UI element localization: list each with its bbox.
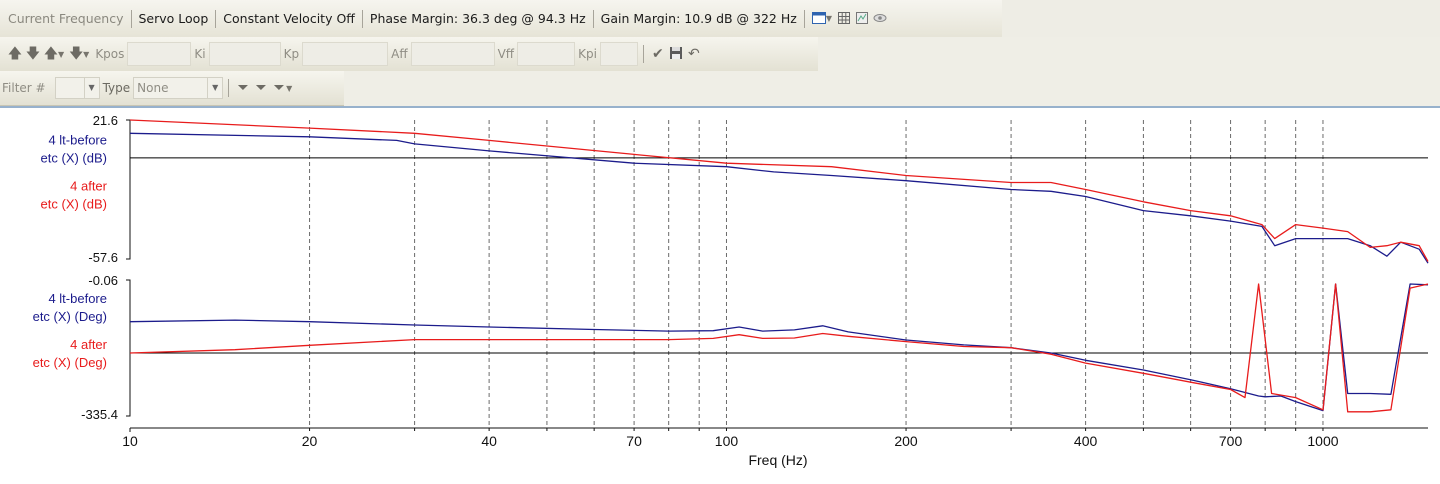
y-tick-bottom-phase: -335.4: [81, 407, 118, 422]
checkmark-icon[interactable]: ✔: [652, 46, 664, 62]
toolbar-filter: Filter # ▼ Type None ▼ ⏷ ⏷ ⏷ ▼: [0, 71, 344, 106]
phase-margin-readout: Phase Margin: 36.3 deg @ 94.3 Hz: [369, 11, 586, 26]
toolbar-spacer: [818, 37, 1440, 72]
series-label: etc (X) (dB): [41, 151, 107, 166]
bode-chart: 21.6 -57.6 4 lt-before etc (X) (dB) 4 after e…: [33, 113, 1429, 468]
x-tick-label: 70: [626, 433, 642, 449]
toolbar-gains: 🡅 🡇 🡅 ▼ 🡇 ▼ Kpos Ki Kp Aff Vff Kpi ✔ ↶: [0, 37, 818, 72]
series-line-magnitude-1: [129, 119, 1429, 262]
constant-velocity-toggle[interactable]: Constant Velocity Off: [223, 11, 355, 26]
y-axis-phase: [126, 279, 131, 417]
aff-label: Aff: [391, 47, 408, 61]
x-tick-label: 20: [302, 433, 318, 449]
grid-icon[interactable]: [835, 10, 853, 28]
x-tick-label: 700: [1219, 433, 1243, 449]
current-frequency-button[interactable]: Current Frequency: [8, 11, 124, 26]
series-label: 4 after: [70, 179, 108, 194]
filter-number-select[interactable]: ▼: [54, 77, 100, 99]
chevron-down-icon: ▼: [207, 78, 222, 98]
y-tick-bottom-magnitude: -57.6: [88, 250, 118, 265]
kp-label: Kp: [283, 47, 300, 61]
kp-input[interactable]: [302, 42, 389, 66]
vff-label: Vff: [497, 47, 515, 61]
ki-label: Ki: [194, 47, 206, 61]
toolbar-spacer: [1002, 0, 1440, 37]
arrow-up-dropdown-icon[interactable]: 🡅: [43, 46, 59, 62]
series-label: etc (X) (Deg): [33, 309, 107, 324]
x-tick-label: 200: [894, 433, 918, 449]
series-label: etc (X) (Deg): [33, 355, 107, 370]
separator: [642, 45, 644, 63]
arrow-up-icon[interactable]: 🡅: [7, 46, 23, 62]
vff-input[interactable]: [517, 42, 576, 66]
arrow-down-dropdown-icon[interactable]: 🡇: [68, 46, 84, 62]
filter-clear-icon[interactable]: ⏷: [255, 80, 267, 96]
servo-loop-button[interactable]: Servo Loop: [138, 11, 209, 26]
save-icon[interactable]: [667, 45, 685, 63]
separator: [130, 9, 132, 28]
series-label: 4 lt-before: [48, 133, 107, 148]
chevron-down-icon[interactable]: ▼: [825, 14, 832, 23]
kpos-input[interactable]: [127, 42, 192, 66]
chevron-down-icon: ▼: [83, 78, 99, 98]
bode-plot: 21.6 -57.6 4 lt-before etc (X) (dB) 4 after e…: [0, 106, 1440, 484]
x-tick-label: 100: [715, 433, 739, 449]
type-select[interactable]: None ▼: [133, 77, 224, 99]
filter-label: Filter #: [2, 81, 46, 95]
aff-input[interactable]: [410, 42, 495, 66]
undo-icon[interactable]: ↶: [688, 46, 700, 62]
separator: [228, 79, 230, 97]
y-axis-magnitude: [126, 119, 131, 260]
x-tick-label: 400: [1074, 433, 1098, 449]
y-tick-top-phase: -0.06: [88, 273, 118, 288]
filter-dropdown-icon[interactable]: ⏷: [273, 80, 285, 96]
gain-margin-readout: Gain Margin: 10.9 dB @ 322 Hz: [600, 11, 797, 26]
separator: [803, 9, 805, 28]
kpos-label: Kpos: [95, 47, 125, 61]
x-tick-label: 1000: [1307, 433, 1338, 449]
separator: [361, 9, 363, 28]
series-line-magnitude-0: [129, 132, 1429, 264]
type-label: Type: [102, 81, 131, 95]
filter-icon[interactable]: ⏷: [237, 80, 249, 96]
y-tick-top-magnitude: 21.6: [93, 113, 118, 128]
x-tick-label: 10: [122, 433, 138, 449]
separator: [215, 9, 217, 28]
window-icon[interactable]: [810, 10, 828, 28]
kpi-label: Kpi: [578, 47, 597, 61]
kpi-input[interactable]: [599, 42, 638, 66]
toolbar-spacer: [344, 71, 1440, 106]
ki-input[interactable]: [208, 42, 281, 66]
series-line-phase-1: [129, 283, 1429, 413]
x-tick-label: 40: [481, 433, 497, 449]
series-label: etc (X) (dB): [41, 197, 107, 212]
toolbar-analysis: Current Frequency Servo Loop Constant Ve…: [0, 0, 1002, 38]
arrow-down-icon[interactable]: 🡇: [25, 46, 41, 62]
chart-settings-icon[interactable]: [853, 10, 871, 28]
series-label: 4 lt-before: [48, 291, 107, 306]
x-axis-label: Freq (Hz): [748, 452, 807, 468]
eye-icon[interactable]: [871, 10, 889, 28]
separator: [592, 9, 594, 28]
series-label: 4 after: [70, 337, 108, 352]
